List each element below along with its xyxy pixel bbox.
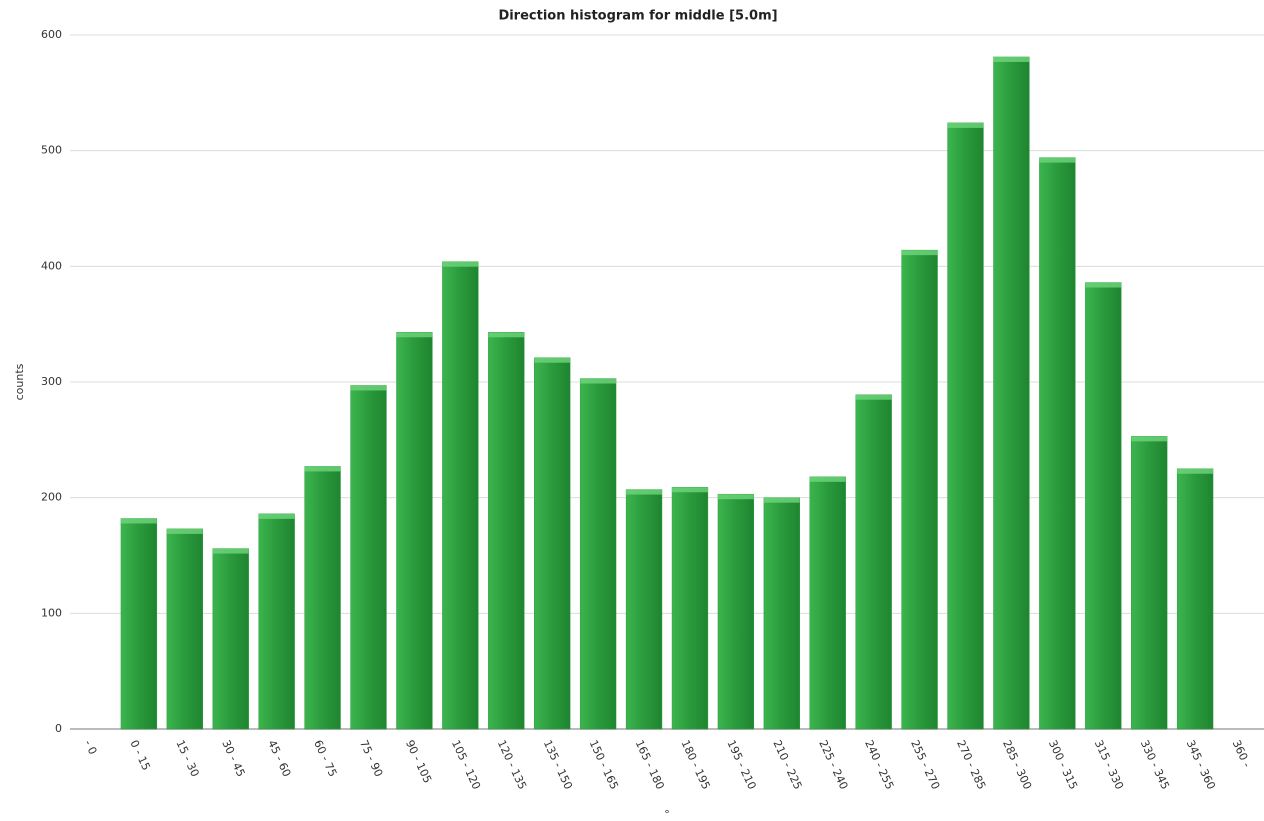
bar-highlight [534,357,571,363]
x-tick-label: 195 - 210 [724,738,758,792]
bar-highlight [350,385,387,391]
x-tick-label: 120 - 135 [495,738,529,792]
x-tick-label: 315 - 330 [1092,738,1126,792]
y-tick-label: 100 [41,606,62,619]
bar [350,385,387,730]
bar-highlight [855,394,892,400]
bar [717,493,755,730]
x-tick-label: 240 - 255 [862,738,896,792]
bar [671,487,709,730]
x-tick-label: 15 - 30 [173,738,201,779]
bar-highlight [488,332,525,338]
y-tick-label: 200 [41,491,62,504]
bar [1131,436,1168,730]
bar-highlight [672,487,708,493]
x-tick-label: 135 - 150 [541,738,575,792]
bar-highlight [120,518,157,524]
y-axis-label: counts [13,363,26,400]
x-tick-label: 345 - 360 [1184,738,1218,792]
bar [258,513,295,730]
bar [809,476,846,730]
bar [1039,157,1076,730]
x-tick-label: 30 - 45 [219,738,247,779]
x-tick-label: 90 - 105 [403,738,434,785]
bar-highlight [901,250,938,256]
bar-highlight [304,466,341,472]
y-tick-label: 300 [41,375,62,388]
bar [120,518,158,730]
bar-highlight [717,494,754,500]
bar [579,378,617,730]
bar [304,466,341,730]
bar [166,528,203,730]
bar [1085,282,1122,730]
x-tick-label: 150 - 165 [587,738,621,792]
y-tick-label: 400 [41,259,62,272]
bar-highlight [763,497,800,503]
y-tick-label: 0 [55,722,62,735]
x-tick-label: 45 - 60 [265,738,293,779]
bar [763,497,800,730]
bar-highlight [396,332,433,338]
bar-highlight [1131,436,1168,442]
x-tick-label: 270 - 285 [954,738,988,792]
bar [442,261,479,730]
x-tick-label: 60 - 75 [311,738,339,779]
x-tick-label: 75 - 90 [357,738,385,779]
x-tick-label: 105 - 120 [449,738,483,792]
x-tick-label: 0 - 15 [127,738,152,772]
bar-highlight [1085,282,1122,288]
bar-highlight [993,56,1030,62]
y-tick-label: 600 [41,28,62,41]
bar [396,332,433,730]
bar-highlight [626,489,662,495]
bar [212,548,249,730]
bar [993,56,1030,730]
chart-title: Direction histogram for middle [5.0m] [498,9,777,24]
x-tick-label: 210 - 225 [770,738,804,792]
bar [534,357,571,730]
x-tick-label: 180 - 195 [679,738,713,792]
x-tick-label: 285 - 300 [1000,738,1034,792]
x-tick-label: 330 - 345 [1138,738,1172,792]
bar [488,332,525,730]
bar-highlight [212,548,249,554]
bar-highlight [1177,468,1214,474]
bar-highlight [580,378,617,384]
bar-highlight [947,122,984,128]
bar [1176,468,1214,730]
bar-highlight [166,528,203,534]
bar-highlight [442,261,479,267]
x-axis-label: ° [664,808,670,821]
x-tick-label: 360 - [1230,738,1254,769]
bar [901,249,938,730]
bar-highlight [809,476,846,482]
x-tick-label: 165 - 180 [633,738,667,792]
bar-highlight [1039,157,1076,163]
x-tick-label: 255 - 270 [908,738,942,792]
x-tick-label: - 0 [82,738,100,757]
x-tick-label: 225 - 240 [816,738,850,792]
bar-highlight [258,513,295,519]
bar [947,122,984,730]
bar [625,489,663,730]
y-tick-label: 500 [41,144,62,157]
x-tick-label: 300 - 315 [1046,738,1080,792]
bar [855,394,892,730]
